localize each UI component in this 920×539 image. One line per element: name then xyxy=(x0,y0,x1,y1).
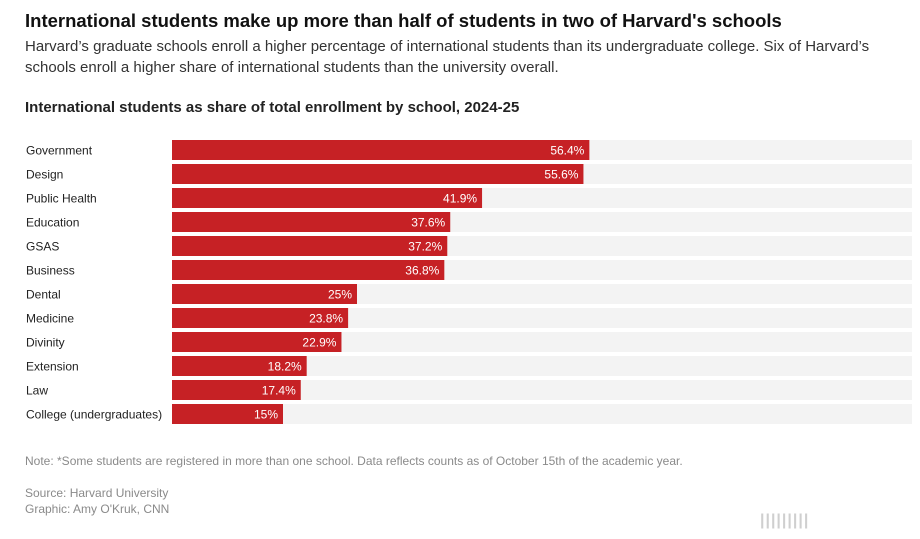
bar-track xyxy=(172,404,912,424)
bar-row: College (undergraduates) 15% xyxy=(26,404,912,424)
chart-title: International students as share of total… xyxy=(25,99,520,116)
value-label: 37.6% xyxy=(411,216,445,230)
category-label: Law xyxy=(26,384,48,398)
bar xyxy=(172,284,357,304)
category-label: Extension xyxy=(26,360,79,374)
bar xyxy=(172,236,448,256)
category-label: Government xyxy=(26,144,93,158)
bar-row: Education 37.6% xyxy=(26,212,912,232)
bar xyxy=(172,260,445,280)
bar-row: Business 36.8% xyxy=(26,260,912,280)
bar xyxy=(172,332,342,352)
category-label: Design xyxy=(26,168,63,182)
value-label: 22.9% xyxy=(302,336,336,350)
bar xyxy=(172,404,283,424)
headline: International students make up more than… xyxy=(25,10,782,31)
value-label: 15% xyxy=(254,408,278,422)
category-label: Divinity xyxy=(26,336,65,350)
bar xyxy=(172,212,451,232)
category-label: Medicine xyxy=(26,312,74,326)
category-label: Education xyxy=(26,216,79,230)
value-label: 55.6% xyxy=(544,168,578,182)
value-label: 25% xyxy=(328,288,352,302)
value-label: 23.8% xyxy=(309,312,343,326)
bar-track xyxy=(172,332,912,352)
bar-row: Medicine 23.8% xyxy=(26,308,912,328)
category-label: Public Health xyxy=(26,192,97,206)
category-label: Dental xyxy=(26,288,61,302)
bar xyxy=(172,140,590,160)
value-label: 56.4% xyxy=(550,144,584,158)
value-label: 17.4% xyxy=(262,384,296,398)
bar xyxy=(172,356,307,376)
value-label: 36.8% xyxy=(405,264,439,278)
bar-track xyxy=(172,308,912,328)
bar-chart: Government 56.4% Design 55.6% Public Health 4… xyxy=(26,140,912,424)
credits: Source: Harvard University Graphic: Amy … xyxy=(25,485,169,517)
bar-track xyxy=(172,380,912,400)
bar-row: Public Health 41.9% xyxy=(26,188,912,208)
watermark-logo: ||||||||| xyxy=(760,512,810,529)
bar-track xyxy=(172,356,912,376)
value-label: 41.9% xyxy=(443,192,477,206)
bar-row: Extension 18.2% xyxy=(26,356,912,376)
bar-row: Design 55.6% xyxy=(26,164,912,184)
bar xyxy=(172,164,584,184)
bar xyxy=(172,380,301,400)
category-label: GSAS xyxy=(26,240,59,254)
graphic-credit: Graphic: Amy O'Kruk, CNN xyxy=(25,502,170,516)
category-label: Business xyxy=(26,264,75,278)
source-text: Source: Harvard University xyxy=(25,486,169,500)
bar-row: Government 56.4% xyxy=(26,140,912,160)
value-label: 18.2% xyxy=(268,360,302,374)
bar-row: Law 17.4% xyxy=(26,380,912,400)
value-label: 37.2% xyxy=(408,240,442,254)
bar-row: Divinity 22.9% xyxy=(26,332,912,352)
dek: Harvard’s graduate schools enroll a high… xyxy=(25,38,870,76)
bar-row: GSAS 37.2% xyxy=(26,236,912,256)
bar-row: Dental 25% xyxy=(26,284,912,304)
bar xyxy=(172,188,483,208)
note: Note: *Some students are registered in m… xyxy=(25,454,683,468)
bar xyxy=(172,308,349,328)
category-label: College (undergraduates) xyxy=(26,408,162,422)
